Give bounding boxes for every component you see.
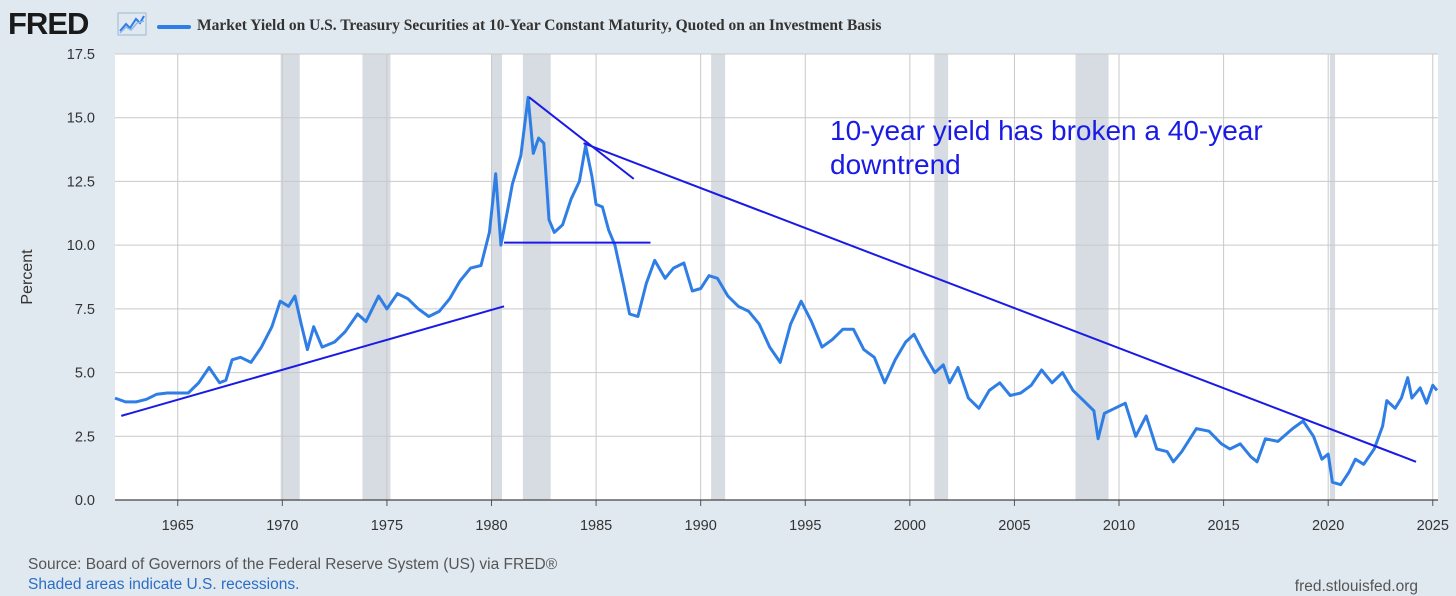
x-tick-label: 1985 <box>580 518 612 534</box>
site-url[interactable]: fred.stlouisfed.org <box>1294 578 1418 595</box>
plot-area <box>115 54 1438 500</box>
trendline <box>528 96 635 180</box>
x-tick-label: 1995 <box>789 518 821 534</box>
recession-band <box>491 54 502 500</box>
y-tick-label: 15.0 <box>67 111 95 127</box>
x-tick-label: 2020 <box>1312 518 1344 534</box>
y-tick-label: 2.5 <box>75 429 95 445</box>
chart-plot: 0.0 2.5 5.0 7.5 10.0 12.5 15.0 17.5 1965 1970 1975… <box>19 47 1449 534</box>
recession-band <box>934 54 949 500</box>
y-tick-label: 17.5 <box>67 47 95 63</box>
x-tick-label: 2015 <box>1207 518 1239 534</box>
y-tick-label: 0.0 <box>75 493 95 509</box>
x-tick-label: 1970 <box>266 518 298 534</box>
x-tick-label: 1975 <box>371 518 403 534</box>
y-tick-label: 10.0 <box>67 238 95 254</box>
x-tick-label: 1965 <box>162 518 194 534</box>
recession-note[interactable]: Shaded areas indicate U.S. recessions. <box>28 576 300 593</box>
y-axis-label: Percent <box>19 249 36 305</box>
y-tick-label: 5.0 <box>75 366 95 382</box>
fred-logo[interactable]: FRED <box>8 6 89 41</box>
trendline <box>120 305 505 417</box>
trend-annotation: 10-year yield has broken a 40-year downt… <box>830 115 1263 180</box>
recession-band <box>1075 54 1109 500</box>
legend-series-title: Market Yield on U.S. Treasury Securities… <box>197 17 882 34</box>
legend-swatch <box>157 25 191 29</box>
chart-line-icon <box>117 12 147 36</box>
x-tick-label: 2000 <box>894 518 926 534</box>
trendline <box>583 142 1417 463</box>
recession-band <box>280 54 300 500</box>
y-tick-label: 7.5 <box>75 302 95 318</box>
x-tick-label: 2025 <box>1417 518 1449 534</box>
recession-band <box>362 54 391 500</box>
x-tick-label: 1990 <box>685 518 717 534</box>
y-tick-label: 12.5 <box>67 174 95 190</box>
x-tick-label: 2010 <box>1103 518 1135 534</box>
x-tick-label: 2005 <box>998 518 1030 534</box>
recession-band <box>1329 54 1336 500</box>
recession-band <box>522 54 551 500</box>
yield-series-line <box>114 95 1439 487</box>
source-note: Source: Board of Governors of the Federa… <box>28 556 558 573</box>
chart-header: FRED Market Yield on U.S. Treasury Secur… <box>0 0 1456 54</box>
x-tick-label: 1980 <box>475 518 507 534</box>
